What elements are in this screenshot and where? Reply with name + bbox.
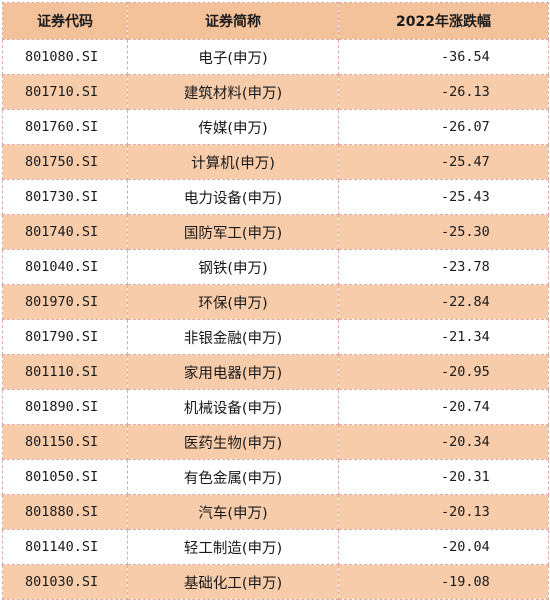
header-security-code: 证券代码 [2, 2, 128, 40]
table-row: 801150.SI 医药生物(申万) -20.34 [2, 424, 549, 460]
table-row: 801750.SI 计算机(申万) -25.47 [2, 144, 549, 180]
cell-security-code: 801030.SI [2, 564, 128, 600]
table-row: 801040.SI 钢铁(申万) -23.78 [2, 249, 549, 285]
table-header: 证券代码 证券简称 2022年涨跌幅 [2, 2, 549, 40]
cell-security-name: 建筑材料(申万) [127, 74, 339, 110]
cell-security-code: 801080.SI [2, 39, 128, 75]
cell-annual-change: -36.54 [338, 39, 549, 75]
cell-annual-change: -20.95 [338, 354, 549, 390]
cell-security-name: 电力设备(申万) [127, 179, 339, 215]
table-row: 801710.SI 建筑材料(申万) -26.13 [2, 74, 549, 110]
cell-security-code: 801110.SI [2, 354, 128, 390]
cell-security-name: 环保(申万) [127, 284, 339, 320]
cell-security-name: 非银金融(申万) [127, 319, 339, 355]
table-row: 801790.SI 非银金融(申万) -21.34 [2, 319, 549, 355]
cell-annual-change: -22.84 [338, 284, 549, 320]
cell-security-name: 国防军工(申万) [127, 214, 339, 250]
cell-security-name: 医药生物(申万) [127, 424, 339, 460]
cell-security-name: 机械设备(申万) [127, 389, 339, 425]
header-security-name: 证券简称 [127, 2, 339, 40]
cell-annual-change: -21.34 [338, 319, 549, 355]
cell-security-name: 传媒(申万) [127, 109, 339, 145]
cell-security-name: 有色金属(申万) [127, 459, 339, 495]
header-row: 证券代码 证券简称 2022年涨跌幅 [2, 2, 549, 40]
cell-annual-change: -20.34 [338, 424, 549, 460]
cell-security-name: 计算机(申万) [127, 144, 339, 180]
cell-annual-change: -20.74 [338, 389, 549, 425]
cell-annual-change: -26.13 [338, 74, 549, 110]
cell-security-name: 基础化工(申万) [127, 564, 339, 600]
cell-security-code: 801040.SI [2, 249, 128, 285]
cell-annual-change: -20.04 [338, 529, 549, 565]
cell-security-name: 电子(申万) [127, 39, 339, 75]
cell-security-code: 801750.SI [2, 144, 128, 180]
cell-security-code: 801790.SI [2, 319, 128, 355]
cell-annual-change: -23.78 [338, 249, 549, 285]
cell-annual-change: -25.47 [338, 144, 549, 180]
cell-annual-change: -20.13 [338, 494, 549, 530]
header-annual-change: 2022年涨跌幅 [338, 2, 549, 40]
cell-security-code: 801710.SI [2, 74, 128, 110]
table-row: 801730.SI 电力设备(申万) -25.43 [2, 179, 549, 215]
cell-security-code: 801150.SI [2, 424, 128, 460]
cell-security-code: 801740.SI [2, 214, 128, 250]
table-row: 801110.SI 家用电器(申万) -20.95 [2, 354, 549, 390]
cell-security-name: 家用电器(申万) [127, 354, 339, 390]
table-row: 801030.SI 基础化工(申万) -19.08 [2, 564, 549, 600]
cell-security-name: 钢铁(申万) [127, 249, 339, 285]
table-row: 801880.SI 汽车(申万) -20.13 [2, 494, 549, 530]
table-row: 801140.SI 轻工制造(申万) -20.04 [2, 529, 549, 565]
cell-security-code: 801050.SI [2, 459, 128, 495]
table-body: 801080.SI 电子(申万) -36.54 801710.SI 建筑材料(申万) -2… [2, 39, 549, 600]
cell-security-code: 801760.SI [2, 109, 128, 145]
cell-annual-change: -25.30 [338, 214, 549, 250]
cell-annual-change: -25.43 [338, 179, 549, 215]
table-row: 801050.SI 有色金属(申万) -20.31 [2, 459, 549, 495]
industry-performance-table: 证券代码 证券简称 2022年涨跌幅 801080.SI 电子(申万) -36.54… [2, 2, 549, 600]
cell-security-name: 轻工制造(申万) [127, 529, 339, 565]
table-row: 801760.SI 传媒(申万) -26.07 [2, 109, 549, 145]
cell-annual-change: -19.08 [338, 564, 549, 600]
cell-security-code: 801880.SI [2, 494, 128, 530]
cell-annual-change: -20.31 [338, 459, 549, 495]
cell-security-code: 801890.SI [2, 389, 128, 425]
table-row: 801080.SI 电子(申万) -36.54 [2, 39, 549, 75]
cell-security-code: 801140.SI [2, 529, 128, 565]
table-row: 801970.SI 环保(申万) -22.84 [2, 284, 549, 320]
table-row: 801740.SI 国防军工(申万) -25.30 [2, 214, 549, 250]
table-row: 801890.SI 机械设备(申万) -20.74 [2, 389, 549, 425]
cell-security-code: 801970.SI [2, 284, 128, 320]
cell-annual-change: -26.07 [338, 109, 549, 145]
cell-security-name: 汽车(申万) [127, 494, 339, 530]
cell-security-code: 801730.SI [2, 179, 128, 215]
